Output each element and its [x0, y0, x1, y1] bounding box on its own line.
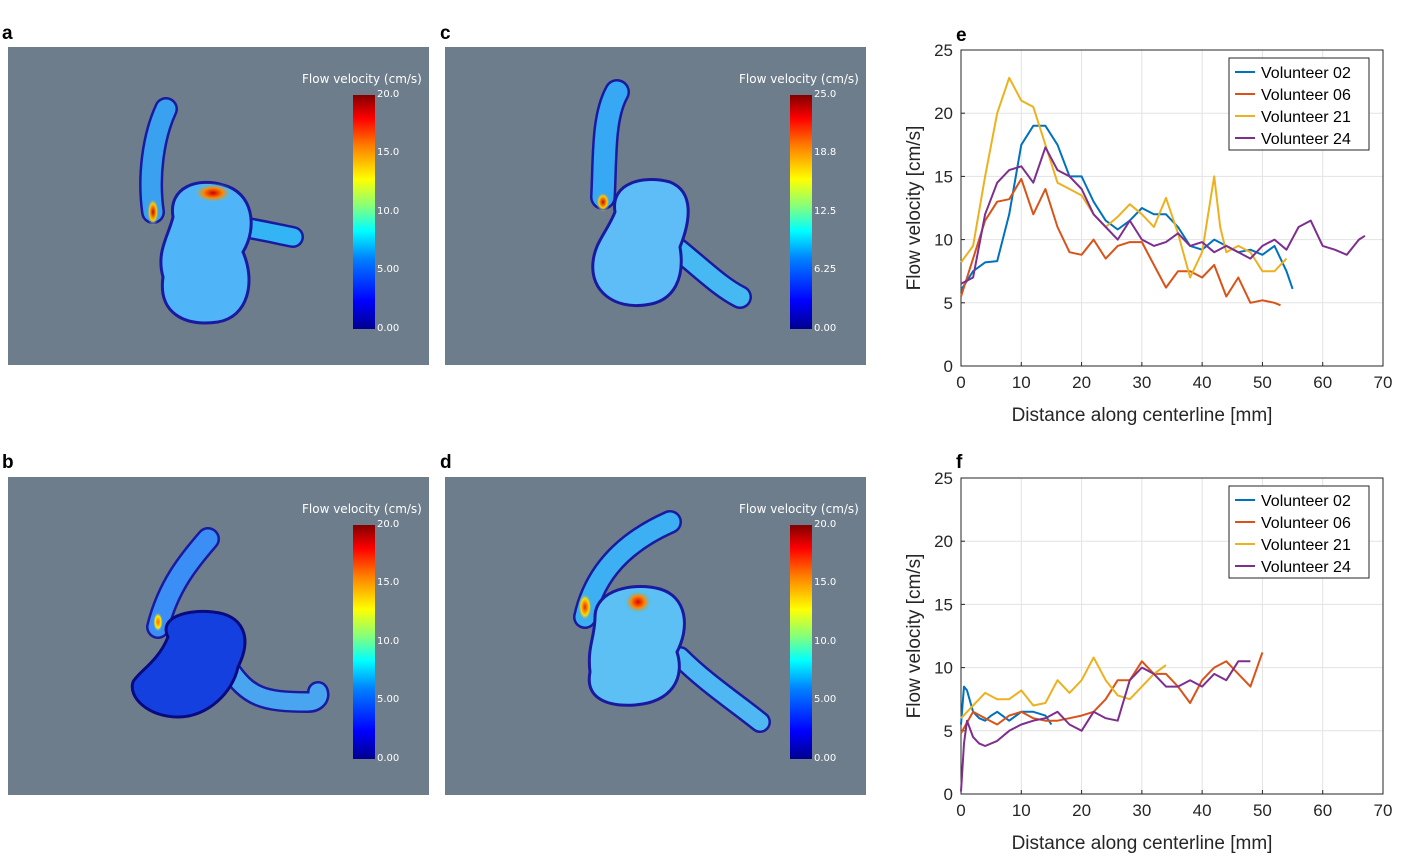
- legend-entry: Volunteer 24: [1261, 131, 1351, 148]
- vessel-render-d: [573, 510, 771, 733]
- colorbar-tick-b: 20.0: [377, 519, 400, 530]
- panel-label-f: f: [956, 452, 963, 473]
- x-axis-label: Distance along centerline [mm]: [1012, 405, 1273, 426]
- colorbar-title-c: Flow velocity (cm/s): [739, 72, 859, 86]
- x-axis-label: Distance along centerline [mm]: [1012, 833, 1273, 854]
- vessel-render-b: [130, 527, 330, 719]
- y-tick-label: 15: [934, 167, 953, 186]
- line-chart-f: 0 10 20 30 40 50 60 70 0 5 10 15 20 25 Distance along …: [904, 469, 1393, 854]
- flow-map-d: Flow velocity (cm/s) 20.0 15.0 10.0 5.00…: [445, 477, 866, 795]
- x-tick-label: 10: [1012, 801, 1031, 820]
- x-tick-label: 20: [1072, 373, 1091, 392]
- colorbar-tick-c: 25.0: [814, 89, 837, 100]
- colorbar-a: [353, 95, 375, 329]
- colorbar-tick-a: 15.0: [377, 147, 400, 158]
- x-tick-label: 40: [1193, 801, 1212, 820]
- legend-box: [1228, 485, 1370, 579]
- y-tick-label: 25: [934, 469, 953, 488]
- series-line: [960, 652, 1264, 734]
- y-axis-label: Flow velocity [cm/s]: [904, 126, 925, 291]
- flow-map-c: Flow velocity (cm/s) 25.0 18.8 12.5 6.25…: [445, 47, 866, 365]
- colorbar-tick-a: 0.00: [377, 323, 400, 334]
- colorbar-tick-a: 5.00: [377, 264, 400, 275]
- legend-entry: Volunteer 02: [1261, 493, 1351, 510]
- colorbar-title-a: Flow velocity (cm/s): [302, 72, 422, 86]
- colorbar-tick-c: 18.8: [814, 147, 837, 158]
- y-tick-label: 10: [934, 659, 953, 678]
- y-tick-label: 5: [944, 294, 953, 313]
- vessel-render-a: [139, 97, 304, 325]
- colorbar-b: [353, 525, 375, 759]
- colorbar-tick-d: 20.0: [814, 519, 837, 530]
- x-tick-label: 20: [1072, 801, 1091, 820]
- legend-entry: Volunteer 06: [1261, 87, 1351, 104]
- y-tick-label: 20: [934, 532, 953, 551]
- x-tick-label: 60: [1313, 801, 1332, 820]
- series-line: [960, 76, 1288, 279]
- flow-map-a: Flow velocity (cm/s) 20.0 15.0 10.0 5.00…: [8, 47, 429, 365]
- series-line: [960, 177, 1281, 307]
- legend-entry: Volunteer 02: [1261, 65, 1351, 82]
- x-tick-label: 0: [956, 373, 965, 392]
- x-tick-label: 60: [1313, 373, 1332, 392]
- legend-entry: Volunteer 24: [1261, 559, 1351, 576]
- plot-frame: [960, 477, 1384, 795]
- x-tick-label: 70: [1374, 373, 1393, 392]
- series-line: [960, 685, 1053, 726]
- y-tick-label: 15: [934, 595, 953, 614]
- y-tick-label: 0: [944, 357, 953, 376]
- y-tick-label: 25: [934, 41, 953, 60]
- y-tick-label: 10: [934, 231, 953, 250]
- colorbar-tick-d: 5.00: [814, 694, 837, 705]
- colorbar-tick-c: 12.5: [814, 206, 837, 217]
- x-tick-label: 10: [1012, 373, 1031, 392]
- series-line: [960, 660, 1251, 792]
- colorbar-tick-a: 10.0: [377, 206, 400, 217]
- x-tick-label: 40: [1193, 373, 1212, 392]
- colorbar-tick-c: 0.00: [814, 323, 837, 334]
- x-tick-label: 0: [956, 801, 965, 820]
- colorbar-tick-b: 10.0: [377, 636, 400, 647]
- vessel-render-c: [590, 79, 752, 309]
- colorbar-d: [790, 525, 812, 759]
- legend-entry: Volunteer 21: [1261, 537, 1351, 554]
- panel-label-e: e: [956, 25, 967, 46]
- colorbar-tick-d: 15.0: [814, 577, 837, 588]
- colorbar-tick-d: 10.0: [814, 636, 837, 647]
- plot-frame: [960, 49, 1384, 367]
- colorbar-tick-a: 20.0: [377, 89, 400, 100]
- colorbar-tick-b: 5.00: [377, 694, 400, 705]
- panel-label-a: a: [2, 23, 13, 44]
- legend-entry: Volunteer 21: [1261, 109, 1351, 126]
- panel-label-d: d: [440, 452, 452, 473]
- x-tick-label: 30: [1132, 373, 1151, 392]
- series-line: [960, 656, 1167, 719]
- flow-map-b: Flow velocity (cm/s) 20.0 15.0 10.0 5.00…: [8, 477, 429, 795]
- panel-label-b: b: [2, 452, 14, 473]
- y-tick-label: 20: [934, 104, 953, 123]
- x-tick-label: 50: [1253, 801, 1272, 820]
- x-tick-label: 30: [1132, 801, 1151, 820]
- y-tick-label: 5: [944, 722, 953, 741]
- colorbar-tick-b: 15.0: [377, 577, 400, 588]
- line-chart-e: 0 10 20 30 40 50 60 70 0 5 10 15 20 25 Distance along …: [904, 41, 1393, 426]
- panel-label-c: c: [440, 23, 451, 44]
- y-axis-label: Flow velocity [cm/s]: [904, 554, 925, 719]
- series-line: [960, 146, 1366, 285]
- colorbar-tick-b: 0.00: [377, 753, 400, 764]
- colorbar-title-b: Flow velocity (cm/s): [302, 502, 422, 516]
- colorbar-tick-d: 0.00: [814, 753, 837, 764]
- y-tick-label: 0: [944, 785, 953, 804]
- x-tick-label: 50: [1253, 373, 1272, 392]
- colorbar-title-d: Flow velocity (cm/s): [739, 502, 859, 516]
- legend-box: [1228, 57, 1370, 151]
- colorbar-tick-c: 6.25: [814, 264, 837, 275]
- legend-entry: Volunteer 06: [1261, 515, 1351, 532]
- x-tick-label: 70: [1374, 801, 1393, 820]
- colorbar-c: [790, 95, 812, 329]
